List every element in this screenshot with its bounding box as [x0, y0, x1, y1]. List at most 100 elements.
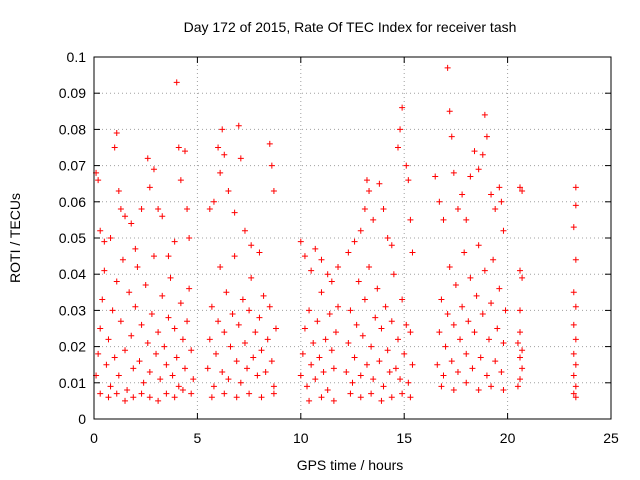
data-point	[155, 397, 162, 404]
axis-ticks: 0 0.01 0.02 0.03 0.04 0.05 0.06 0.07 0.08 0.09 0.1…	[59, 49, 619, 446]
data-point	[380, 206, 387, 213]
data-point	[266, 303, 273, 310]
data-point	[357, 227, 364, 234]
data-point	[316, 354, 323, 361]
data-point	[169, 372, 176, 379]
data-point	[384, 347, 391, 354]
y-tick-label: 0.09	[59, 85, 86, 101]
data-point	[363, 361, 370, 368]
data-point	[483, 133, 490, 140]
data-point	[165, 253, 172, 260]
data-point	[434, 361, 441, 368]
data-point	[161, 343, 168, 350]
data-point	[155, 329, 162, 336]
data-point	[248, 274, 255, 281]
data-point	[407, 329, 414, 336]
data-point	[572, 361, 579, 368]
data-point	[517, 354, 524, 361]
data-point	[105, 394, 112, 401]
data-point	[107, 383, 114, 390]
data-point	[517, 307, 524, 314]
data-point	[376, 180, 383, 187]
data-point	[132, 245, 139, 252]
data-point	[233, 358, 240, 365]
data-point	[328, 278, 335, 285]
data-point	[237, 155, 244, 162]
data-point	[446, 263, 453, 270]
data-point	[454, 206, 461, 213]
data-point	[144, 155, 151, 162]
data-point	[179, 387, 186, 394]
data-point	[390, 271, 397, 278]
data-point	[357, 394, 364, 401]
data-point	[163, 390, 170, 397]
data-point	[122, 397, 129, 404]
data-point	[97, 227, 104, 234]
data-point	[235, 321, 242, 328]
data-point	[219, 126, 226, 133]
data-point	[479, 311, 486, 318]
data-point	[146, 184, 153, 191]
data-point	[459, 191, 466, 198]
data-point	[483, 372, 490, 379]
data-point	[219, 368, 226, 375]
data-point	[376, 358, 383, 365]
data-point	[124, 387, 131, 394]
data-point	[378, 397, 385, 404]
data-point	[308, 267, 315, 274]
data-point	[308, 361, 315, 368]
data-point	[502, 307, 509, 314]
data-point	[572, 394, 579, 401]
data-point	[171, 394, 178, 401]
data-point	[157, 376, 164, 383]
data-point	[217, 169, 224, 176]
data-point	[403, 321, 410, 328]
data-point	[380, 383, 387, 390]
data-point	[440, 216, 447, 223]
data-point	[330, 365, 337, 372]
data-point	[188, 390, 195, 397]
data-point	[208, 394, 215, 401]
data-point	[330, 397, 337, 404]
data-point	[229, 311, 236, 318]
data-point	[173, 79, 180, 86]
data-point	[101, 267, 108, 274]
data-point	[136, 358, 143, 365]
data-point	[471, 329, 478, 336]
data-point	[438, 296, 445, 303]
data-point	[517, 376, 524, 383]
data-point	[138, 206, 145, 213]
data-point	[450, 321, 457, 328]
data-point	[454, 368, 461, 375]
data-point	[150, 253, 157, 260]
data-point	[572, 256, 579, 263]
data-point	[150, 166, 157, 173]
data-point	[469, 365, 476, 372]
data-point	[115, 372, 122, 379]
data-point	[488, 383, 495, 390]
data-point	[446, 108, 453, 115]
data-point	[225, 376, 232, 383]
data-point	[144, 339, 151, 346]
data-point	[181, 148, 188, 155]
data-point	[368, 390, 375, 397]
data-point	[258, 394, 265, 401]
data-point	[444, 311, 451, 318]
data-point	[221, 390, 228, 397]
data-point	[570, 372, 577, 379]
data-point	[128, 332, 135, 339]
data-point	[475, 387, 482, 394]
data-point	[237, 379, 244, 386]
data-point	[488, 300, 495, 307]
data-point	[213, 350, 220, 357]
data-point	[297, 238, 304, 245]
data-point	[246, 390, 253, 397]
data-point	[399, 390, 406, 397]
data-point	[388, 394, 395, 401]
data-point	[436, 198, 443, 205]
data-point	[570, 350, 577, 357]
data-point	[225, 187, 232, 194]
data-point	[366, 263, 373, 270]
y-tick-label: 0.1	[67, 49, 87, 65]
